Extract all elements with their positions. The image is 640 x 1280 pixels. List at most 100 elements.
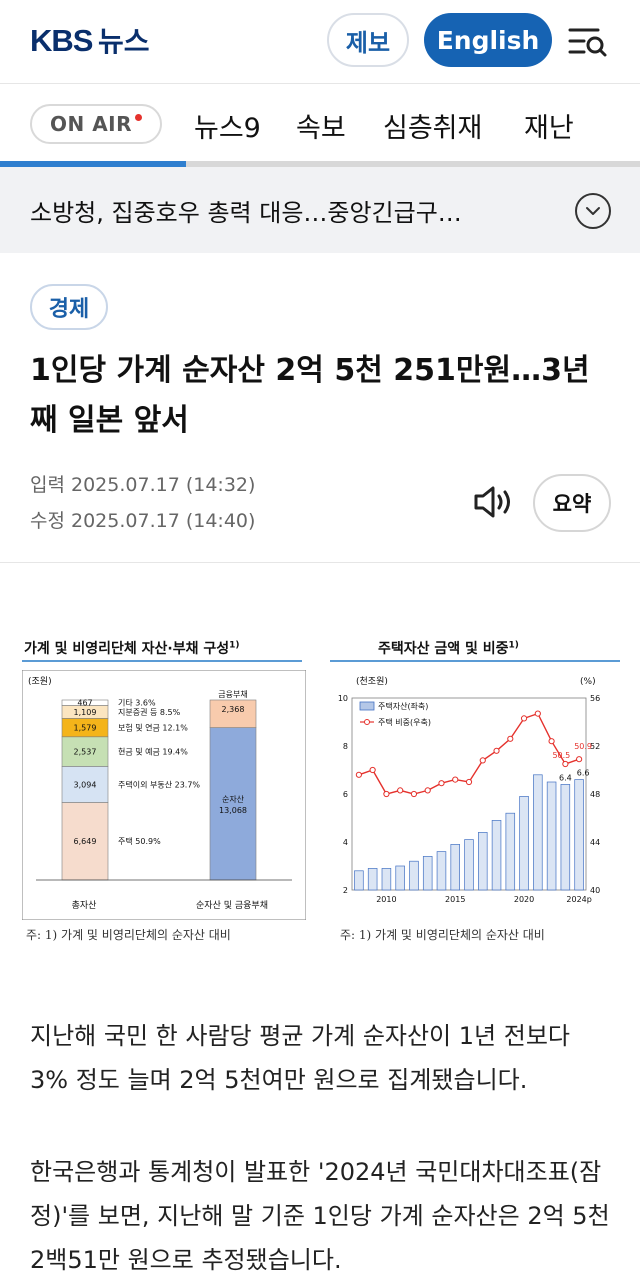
- chart2-line-point-5: [424, 787, 431, 794]
- chart2-line-point-15: [562, 760, 569, 768]
- chart2-xtick-1: 2015: [445, 895, 465, 904]
- chart2-bar-4: [409, 860, 419, 891]
- chart2-line-point-10: [493, 747, 500, 754]
- asset-legend-2: 현금 및 예금 19.4%: [118, 747, 188, 757]
- on-air-button[interactable]: ON AIR: [30, 104, 162, 144]
- live-dot-icon: [135, 113, 143, 121]
- chart2-bar-14: [546, 781, 557, 891]
- category-badge[interactable]: 경제: [30, 284, 108, 330]
- chart2-ytick-right-1: 44: [590, 838, 600, 847]
- chart2-note: 주: 1) 가계 및 비영리단체의 순자산 대비: [340, 928, 545, 942]
- article-paragraph-2: 한국은행과 통계청이 발표한 '2024년 국민대차대조표(잠정)'를 보면, …: [30, 1158, 610, 1274]
- chart2-line: 6.4 6.6 50.5 50.9: [355, 710, 592, 798]
- chart2-line-point-11: [507, 735, 514, 742]
- english-button[interactable]: English: [424, 13, 552, 67]
- svg-text:뉴스: 뉴스: [98, 25, 150, 58]
- liability-label-0: 순자산: [222, 794, 245, 804]
- summary-button[interactable]: 요약: [533, 474, 611, 532]
- legend-bar-swatch: [359, 701, 375, 711]
- legend-bar-label: 주택자산(좌축): [378, 701, 428, 711]
- nav-item-disaster[interactable]: 재난: [524, 113, 574, 144]
- chart2-bar-2: [381, 868, 392, 891]
- chart2-svg: (천조원) (%) 2 4 6 8 10 40 44 48 52 56 2010 2015 2020 20…: [338, 676, 600, 904]
- nav-scroll-indicator: [0, 161, 186, 167]
- breaking-news-text[interactable]: 소방청, 집중호우 총력 대응…중앙긴급구…: [30, 199, 462, 227]
- chart2-bars: [354, 774, 584, 891]
- chart1-svg: (조원) 6,649 주택 50.9% 3,094 주택이외 부동산 23.7% 2,5…: [22, 670, 306, 920]
- chart1-category-1: 순자산 및 금융부채: [196, 899, 268, 911]
- chart2-title-rule: [330, 660, 620, 662]
- chart2-bar-label-2024: 6.6: [577, 769, 590, 778]
- chart2-line-point-3: [397, 787, 404, 794]
- liability-segment-0: [209, 727, 257, 881]
- report-button[interactable]: 제보: [327, 13, 409, 67]
- chevron-down-icon[interactable]: [575, 193, 611, 229]
- edit-timestamp: 수정 2025.07.17 (14:40): [30, 510, 256, 532]
- chart1-title-rule: [22, 660, 302, 662]
- menu-search-icon[interactable]: [566, 22, 610, 60]
- chart2-line-point-0: [355, 771, 362, 778]
- liability-value-0: 13,068: [219, 806, 247, 815]
- chart2-ytick-left-2: 6: [343, 790, 348, 799]
- chart2-bar-3: [395, 865, 405, 891]
- chart2-title: 주택자산 금액 및 비중1): [378, 640, 519, 657]
- chart2-bar-5: [422, 856, 433, 891]
- main-nav: ON AIR 뉴스9 속보 심층취재 재난: [0, 84, 640, 164]
- chart2-legend: 주택자산(좌축) 주택 비중(우축): [359, 701, 431, 727]
- chart2-line-point-12: [520, 715, 528, 722]
- chart2-line-point-1: [369, 766, 376, 774]
- legend-line-label: 주택 비중(우축): [378, 717, 431, 727]
- chart2-line-point-13: [534, 710, 541, 717]
- chart2-bar-8: [464, 839, 474, 891]
- chart2-bar-0: [354, 870, 364, 891]
- chart2-ytick-left-0: 2: [343, 886, 348, 895]
- asset-segment-0: [61, 802, 109, 881]
- chart2-bar-16: [574, 779, 584, 891]
- chart2-ytick-left-4: 10: [338, 694, 348, 703]
- breaking-news-bar[interactable]: 소방청, 집중호우 총력 대응…중앙긴급구…: [0, 167, 640, 253]
- article-paragraph-1: 지난해 국민 한 사람당 평균 가계 순자산이 1년 전보다 3% 정도 늘며 …: [30, 1022, 570, 1094]
- chart2-bar-15: [560, 784, 571, 891]
- liability-label-1: 2,368: [222, 705, 245, 714]
- article-figure: 가계 및 비영리단체 자산·부채 구성1) (조원) 6,649 주택 50.9%…: [18, 630, 622, 948]
- chart2-ytick-right-2: 48: [590, 790, 600, 799]
- on-air-label: ON AIR: [49, 112, 133, 136]
- asset-value-2: 2,537: [74, 748, 97, 757]
- chart2-bar-11: [505, 812, 516, 891]
- chart2-bar-9: [478, 832, 488, 891]
- chart1-note: 주: 1) 가계 및 비영리단체의 순자산 대비: [26, 928, 231, 942]
- chart2-ytick-right-3: 52: [590, 742, 600, 751]
- chart2-ytick-right-4: 56: [590, 694, 600, 703]
- speaker-icon[interactable]: [473, 484, 517, 520]
- chart2-line-point-9: [479, 757, 486, 764]
- nav-item-news9[interactable]: 뉴스9: [194, 113, 261, 144]
- nav-item-indepth[interactable]: 심층취재: [383, 113, 483, 144]
- legend-line-marker: [364, 719, 370, 725]
- chart2-bar-12: [519, 796, 529, 891]
- asset-value-0: 6,649: [74, 837, 97, 846]
- chart2-bar-10: [491, 820, 502, 891]
- chart2-line-point-2: [383, 790, 390, 798]
- chart1-title: 가계 및 비영리단체 자산·부채 구성1): [24, 640, 240, 657]
- chart2-bar-1: [367, 868, 378, 891]
- asset-value-3: 1,579: [74, 724, 97, 733]
- chart2-ytick-right-0: 40: [590, 886, 600, 895]
- chart2-line-point-16: [576, 756, 583, 763]
- chart2-bar-label-2023: 6.4: [559, 773, 572, 782]
- nav-item-breaking[interactable]: 속보: [296, 113, 346, 144]
- chart2-left-unit: (천조원): [356, 676, 388, 687]
- asset-legend-4: 지분증권 등 8.5%: [118, 707, 181, 717]
- chart2-line-point-8: [465, 778, 473, 786]
- input-timestamp: 입력 2025.07.17 (14:32): [30, 474, 256, 496]
- chart2-line-point-14: [548, 738, 555, 745]
- chart1-unit: (조원): [28, 676, 52, 687]
- asset-legend-5: 기타 3.6%: [118, 699, 156, 708]
- chart1-bars: 6,649 주택 50.9% 3,094 주택이외 부동산 23.7% 2,537 현금 …: [36, 689, 292, 881]
- chart2-xtick-2: 2020: [514, 895, 534, 904]
- nav-scroll-track: [0, 161, 640, 167]
- asset-legend-3: 보험 및 연금 12.1%: [118, 723, 188, 733]
- asset-segment-5: [61, 699, 109, 706]
- asset-value-4: 1,109: [74, 708, 97, 717]
- kbs-news-logo[interactable]: KBS 뉴스: [30, 20, 180, 60]
- asset-legend-0: 주택 50.9%: [118, 836, 161, 846]
